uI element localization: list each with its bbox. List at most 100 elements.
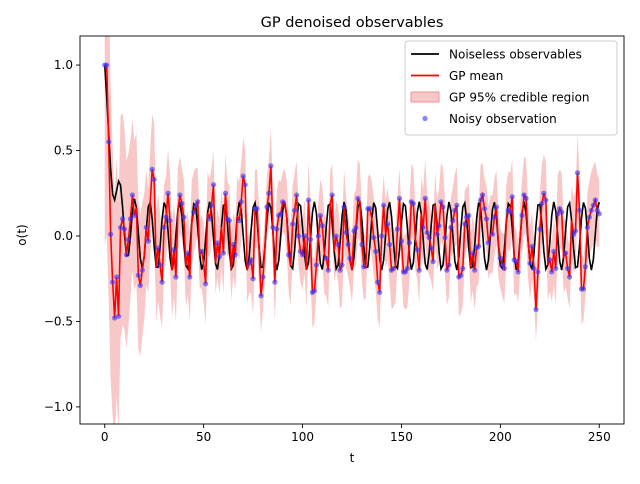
noisy-point [139,267,145,273]
noisy-point [137,282,143,289]
chart-title: GP denoised observables [261,15,444,31]
noisy-point [143,224,149,231]
legend-box [404,40,618,136]
noisy-point [559,209,565,215]
noisy-point [220,250,227,256]
legend-swatch-credible [410,91,440,103]
axes: 0 50 100 150 200 250 −1.0 −0.5 0.0 0.5 1.0 [44,35,625,444]
noisy-point [268,163,274,169]
noisy-point [206,216,213,222]
noisy-point [222,190,228,196]
noisy-point [270,224,276,231]
noisy-point [572,228,579,234]
noisy-point [377,289,383,295]
noisy-point [131,212,137,219]
noisy-point [353,224,359,231]
noisy-point [185,250,191,256]
noisy-point [497,255,503,261]
noisy-point [422,195,428,201]
noisy-point [106,139,112,145]
y-tick-label: 1.0 [54,58,73,72]
y-tick-label: 0.5 [54,144,73,158]
noisy-point [323,255,329,261]
noisy-point [394,226,401,232]
noisy-point [195,199,201,205]
noisy-point [258,293,264,299]
noisy-point [359,241,365,248]
noisy-point [416,267,422,273]
plot-area [102,36,602,424]
y-axis-label: o(t) [15,224,29,245]
noisy-point [135,272,141,278]
noisy-point [286,252,292,258]
noisy-point [114,274,120,280]
noisy-point [125,236,132,242]
noisy-point [551,248,557,254]
noisy-point [129,192,136,198]
noisy-point [519,212,525,219]
noisy-point [127,216,134,222]
noisy-point [472,267,478,273]
noisy-point [248,257,254,263]
axes-frame [79,35,625,425]
noisy-point [440,204,446,210]
x-tick-label: 0 [101,430,109,444]
noisy-point [493,204,500,210]
noisy-point [590,202,596,208]
noisy-point [155,245,161,251]
noisy-point [278,211,284,217]
noisy-point [232,252,238,258]
noisy-point [424,229,430,236]
noisy-point [325,267,331,273]
noisy-point [527,260,533,266]
x-tick-label: 250 [588,430,611,444]
noisy-point [586,214,592,220]
noisy-point [347,255,353,261]
y-tick-label: −0.5 [44,314,73,328]
noisy-point [406,240,412,246]
noisy-point [523,195,529,201]
noisy-point [373,248,379,254]
noisy-point [442,235,448,241]
noisy-point [157,262,163,268]
noisy-point [216,253,223,260]
noisy-point [588,207,594,213]
noisy-point [450,218,456,224]
legend-swatch-noisy [422,115,428,122]
noisy-point [371,235,377,241]
x-tick-label: 100 [291,430,314,444]
noisy-point [375,279,381,285]
noisy-point [179,200,185,207]
noisy-point [444,267,450,273]
noisy-point [466,212,472,219]
legend-label-credible: GP 95% credible region [449,91,590,105]
noisy-point [531,265,537,272]
noisy-point [345,241,351,248]
noisy-point [576,207,583,213]
gp-mean-line [104,64,600,319]
noisy-point [214,240,221,246]
noisy-point [438,199,444,205]
noisy-point [582,264,589,270]
noisy-point [452,207,458,213]
noisy-point [446,262,452,268]
noisy-point [367,206,373,212]
legend-label-noiseless: Noiseless observables [449,48,582,62]
noisy-point [250,276,256,282]
noisy-point [266,190,272,196]
noisy-point [596,211,602,217]
noisy-point [299,252,306,258]
gp-credible-band [104,36,600,424]
noisy-point [317,212,323,219]
legend-label-gp_mean: GP mean [449,69,503,83]
noisy-point [491,214,498,220]
legend-label-noisy: Noisy observation [449,112,557,126]
noisy-point [580,286,587,292]
noisy-point [430,259,436,265]
noisy-point [121,226,128,232]
noisy-point [533,306,539,313]
noisy-point [112,315,118,321]
plot-content [102,36,602,424]
noisy-point [563,250,569,256]
